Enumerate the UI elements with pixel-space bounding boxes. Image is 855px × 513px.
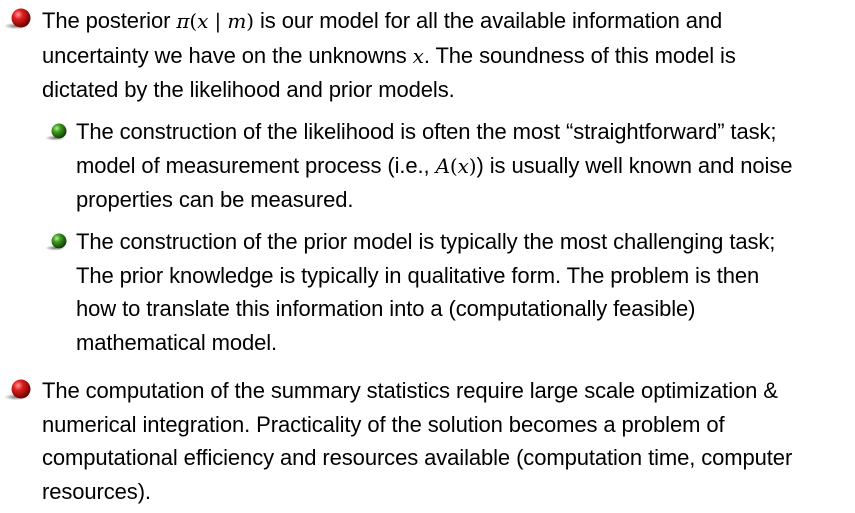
text-line: numerical integration. Practicality of t…: [42, 411, 725, 437]
red-ball-icon: [3, 7, 37, 31]
text-line: uncertainty we have on the unknowns x. T…: [42, 42, 736, 68]
math-A-of-x: A(x): [435, 153, 477, 178]
text-line: The posterior π(x | m) is our model for …: [42, 8, 723, 33]
text-line: The construction of the prior model is t…: [76, 229, 776, 254]
sub-bullet-likelihood: The construction of the likelihood is of…: [76, 115, 854, 217]
text-line: computational efficiency and resources a…: [42, 445, 793, 471]
text-line: resources).: [42, 478, 151, 504]
bullet-item-posterior: The posterior π(x | m) is our model for …: [42, 4, 850, 107]
text-line: The computation of the summary statistic…: [42, 378, 778, 403]
math-x: x: [412, 43, 424, 68]
text-line: properties can be measured.: [76, 187, 354, 213]
text-line: mathematical model.: [76, 329, 278, 355]
sub-bullet-prior: The construction of the prior model is t…: [76, 225, 854, 359]
text-line: The construction of the likelihood is of…: [76, 119, 777, 144]
red-ball-icon: [3, 378, 37, 402]
math-posterior: π(x | m): [176, 9, 254, 33]
text-line: model of measurement process (i.e., A(x)…: [76, 152, 793, 178]
bullet-item-computation: The computation of the summary statistic…: [42, 374, 850, 508]
text-line: how to translate this information into a…: [76, 296, 696, 322]
text-line: The prior knowledge is typically in qual…: [76, 262, 760, 288]
green-ball-icon: [44, 122, 72, 142]
green-ball-icon: [44, 232, 72, 252]
text-line: dictated by the likelihood and prior mod…: [42, 77, 455, 103]
